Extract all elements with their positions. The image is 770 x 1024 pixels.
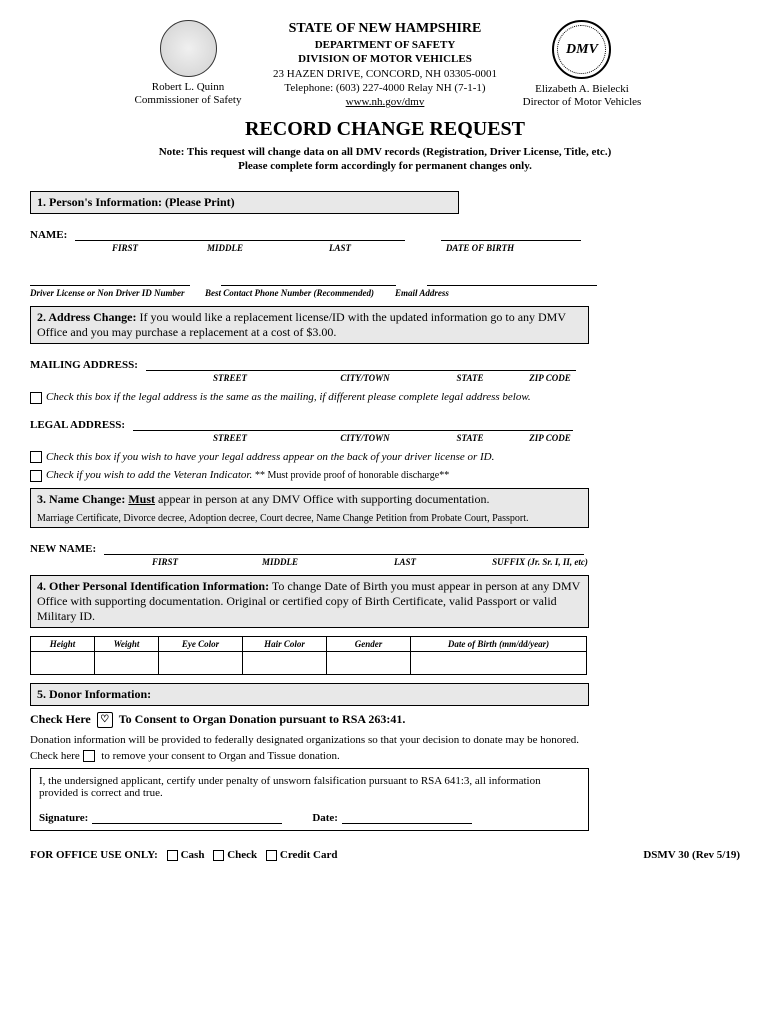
remove-consent-checkbox[interactable] [83,750,95,762]
page-footer: FOR OFFICE USE ONLY: Cash Check Credit C… [30,849,740,861]
date-label: Date: [312,812,338,824]
name-field-row: NAME: [30,226,740,241]
director-name: Elizabeth A. Bielecki [517,83,647,96]
donor-consent-row: Check Here ♡ To Consent to Organ Donatio… [30,712,740,728]
legal-label: LEGAL ADDRESS: [30,419,125,431]
id-field-row [30,271,740,286]
cc-checkbox[interactable] [266,850,277,861]
section-2-header: 2. Address Change: If you would like a r… [30,306,589,344]
commissioner-title: Commissioner of Safety [123,94,253,107]
website-url: www.nh.gov/dmv [273,95,497,109]
col-height: Height [31,636,95,651]
new-name-row: NEW NAME: [30,540,740,555]
new-name-label: NEW NAME: [30,543,96,555]
telephone-line: Telephone: (603) 227-4000 Relay NH (7-1-… [273,81,497,95]
signature-input[interactable] [92,811,282,824]
division-name: DIVISION OF MOTOR VEHICLES [273,52,497,66]
mailing-address-row: MAILING ADDRESS: [30,356,740,371]
col-eye: Eye Color [159,636,243,651]
new-name-input[interactable] [104,540,584,555]
dl-number-input[interactable] [30,271,190,286]
hair-color-input[interactable] [243,651,327,674]
office-use-only: FOR OFFICE USE ONLY: Cash Check Credit C… [30,849,337,861]
header-center: STATE OF NEW HAMPSHIRE DEPARTMENT OF SAF… [273,20,497,110]
gender-input[interactable] [327,651,411,674]
section-4-header: 4. Other Personal Identification Informa… [30,575,589,628]
certification-box: I, the undersigned applicant, certify un… [30,768,589,831]
director-title: Director of Motor Vehicles [517,96,647,109]
address-line: 23 HAZEN DRIVE, CONCORD, NH 03305-0001 [273,67,497,81]
section-1-header: 1. Person's Information: (Please Print) [30,191,459,214]
legal-address-input[interactable] [133,416,573,431]
cash-checkbox[interactable] [167,850,178,861]
name-label: NAME: [30,229,67,241]
form-title: RECORD CHANGE REQUEST [30,118,740,141]
certification-text: I, the undersigned applicant, certify un… [39,775,580,799]
form-number: DSMV 30 (Rev 5/19) [643,849,740,861]
col-dob: Date of Birth (mm/dd/year) [411,636,587,651]
signature-label: Signature: [39,812,88,824]
col-hair: Hair Color [243,636,327,651]
dob-detail-input[interactable] [411,651,587,674]
donor-info-text: Donation information will be provided to… [30,734,740,746]
veteran-checkbox[interactable] [30,470,42,482]
name-input[interactable] [75,226,405,241]
state-name: STATE OF NEW HAMPSHIRE [273,20,497,38]
commissioner-block: Robert L. Quinn Commissioner of Safety [123,81,253,107]
personal-info-table: Height Weight Eye Color Hair Color Gende… [30,636,587,675]
page-header: Robert L. Quinn Commissioner of Safety S… [30,20,740,110]
same-address-check: Check this box if the legal address is t… [30,391,740,403]
donor-heart-checkbox[interactable]: ♡ [97,712,113,728]
commissioner-name: Robert L. Quinn [123,81,253,94]
email-input[interactable] [427,271,597,286]
section-3-sub: Marriage Certificate, Divorce decree, Ad… [30,510,589,528]
state-seal-icon [160,20,217,77]
director-block: Elizabeth A. Bielecki Director of Motor … [517,83,647,109]
col-weight: Weight [95,636,159,651]
mailing-address-input[interactable] [146,356,576,371]
col-gender: Gender [327,636,411,651]
legal-address-row: LEGAL ADDRESS: [30,416,740,431]
section-5-header: 5. Donor Information: [30,683,589,706]
dmv-logo-icon: DMV [552,20,611,79]
form-note: Note: This request will change data on a… [30,145,740,174]
height-input[interactable] [31,651,95,674]
mailing-label: MAILING ADDRESS: [30,359,138,371]
dob-input[interactable] [441,226,581,241]
eye-color-input[interactable] [159,651,243,674]
date-input[interactable] [342,811,472,824]
same-address-checkbox[interactable] [30,392,42,404]
department-name: DEPARTMENT OF SAFETY [273,38,497,52]
donor-remove-row: Check here to remove your consent to Org… [30,750,740,762]
show-legal-checkbox[interactable] [30,451,42,463]
show-legal-check: Check this box if you wish to have your … [30,451,740,463]
veteran-check: Check if you wish to add the Veteran Ind… [30,469,740,481]
weight-input[interactable] [95,651,159,674]
phone-input[interactable] [221,271,396,286]
section-3-header: 3. Name Change: Must appear in person at… [30,488,589,510]
check-checkbox[interactable] [213,850,224,861]
